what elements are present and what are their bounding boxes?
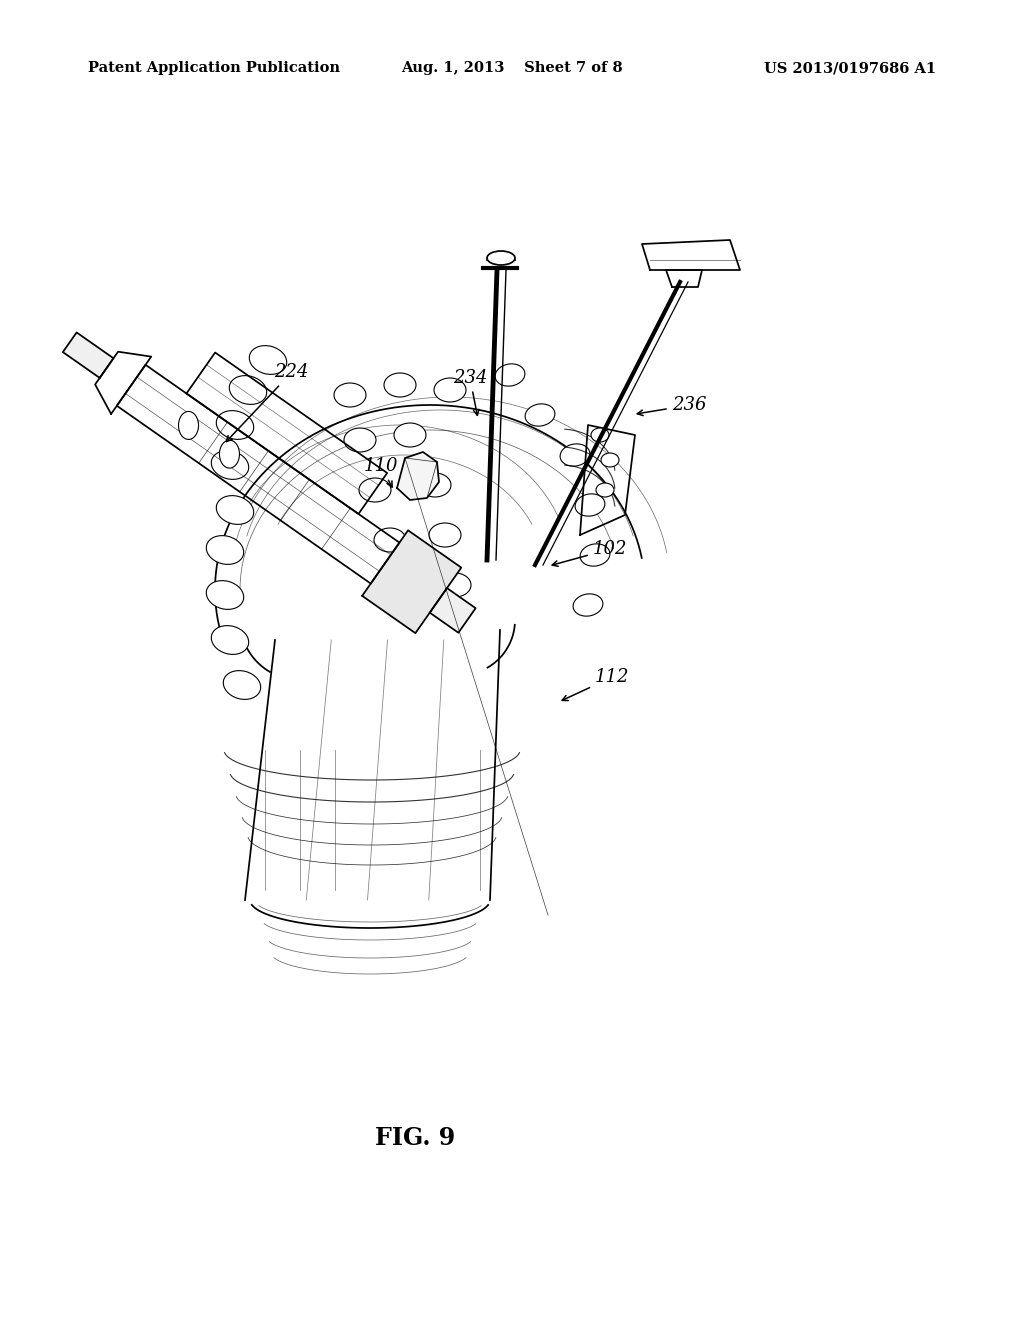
Ellipse shape [223, 671, 261, 700]
Polygon shape [666, 271, 702, 286]
Text: 110: 110 [364, 457, 398, 487]
Text: 234: 234 [453, 368, 487, 416]
Text: 102: 102 [552, 540, 628, 566]
Ellipse shape [487, 251, 515, 265]
Text: Aug. 1, 2013  Sheet 7 of 8: Aug. 1, 2013 Sheet 7 of 8 [401, 61, 623, 75]
Ellipse shape [581, 544, 610, 566]
Ellipse shape [591, 428, 609, 442]
Ellipse shape [216, 411, 254, 440]
Text: 112: 112 [562, 668, 630, 701]
Ellipse shape [178, 412, 199, 440]
Polygon shape [642, 240, 740, 271]
Ellipse shape [206, 536, 244, 565]
Ellipse shape [206, 581, 244, 610]
Ellipse shape [249, 346, 287, 375]
Ellipse shape [219, 440, 240, 469]
Text: Patent Application Publication: Patent Application Publication [88, 61, 340, 75]
Ellipse shape [211, 626, 249, 655]
Ellipse shape [434, 378, 466, 403]
Text: FIG. 9: FIG. 9 [375, 1126, 455, 1150]
Ellipse shape [525, 404, 555, 426]
Polygon shape [62, 333, 114, 378]
Ellipse shape [211, 450, 249, 479]
Polygon shape [397, 451, 439, 500]
Ellipse shape [334, 383, 366, 407]
Ellipse shape [359, 478, 391, 502]
Ellipse shape [394, 422, 426, 447]
Polygon shape [362, 531, 461, 634]
Polygon shape [430, 589, 475, 632]
Ellipse shape [216, 495, 254, 524]
Ellipse shape [496, 364, 525, 387]
Ellipse shape [601, 453, 618, 467]
Text: 224: 224 [226, 363, 309, 442]
Ellipse shape [575, 494, 605, 516]
Ellipse shape [229, 376, 266, 404]
Ellipse shape [419, 473, 451, 498]
Ellipse shape [384, 374, 416, 397]
Text: 236: 236 [637, 396, 707, 416]
Ellipse shape [560, 444, 590, 466]
Ellipse shape [429, 523, 461, 546]
Ellipse shape [596, 483, 614, 498]
Ellipse shape [389, 578, 421, 602]
Ellipse shape [344, 428, 376, 451]
Ellipse shape [573, 594, 603, 616]
Ellipse shape [439, 573, 471, 597]
Text: US 2013/0197686 A1: US 2013/0197686 A1 [764, 61, 936, 75]
Ellipse shape [374, 528, 406, 552]
